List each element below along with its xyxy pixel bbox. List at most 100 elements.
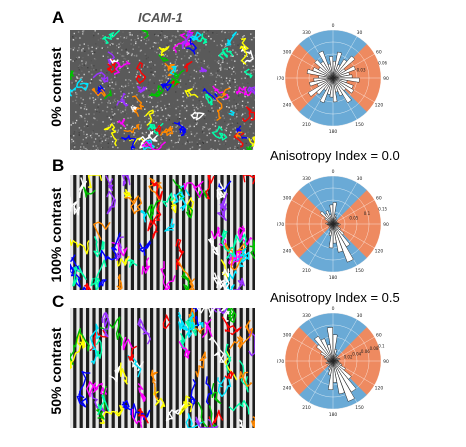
histogram-bin: [332, 77, 355, 94]
histogram-bin: [332, 65, 356, 79]
polar-histogram: [319, 202, 354, 263]
track: [225, 343, 232, 374]
track: [70, 70, 74, 80]
angle-tick-label: 30: [357, 30, 363, 36]
track: [160, 261, 176, 290]
panel-letter-c: C: [52, 292, 65, 311]
track: [78, 177, 87, 198]
track: [177, 311, 188, 331]
radial-tick-label: 0.03: [357, 67, 366, 72]
radial-tick-label: 0.04: [352, 352, 361, 357]
track: [164, 218, 175, 232]
track: [106, 58, 117, 74]
angle-tick-label: 60: [376, 333, 382, 339]
row-label-a: 0% contrast: [48, 47, 64, 127]
track: [70, 196, 81, 216]
histogram-bin: [319, 210, 334, 225]
track: [119, 362, 129, 385]
track: [252, 143, 255, 150]
track: [150, 369, 159, 399]
track: [212, 85, 229, 100]
track: [76, 390, 88, 408]
track: [121, 175, 131, 187]
angle-tick-label: 60: [376, 196, 382, 202]
track: [113, 60, 131, 76]
track: [239, 371, 253, 388]
track: [218, 47, 234, 60]
track: [225, 233, 247, 260]
track: [137, 382, 146, 402]
track: [117, 118, 126, 128]
track: [185, 316, 197, 339]
track-image-b: [70, 175, 255, 290]
angle-tick-label: 240: [283, 386, 292, 392]
track: [106, 190, 116, 215]
track: [180, 32, 195, 47]
angle-tick-label: 300: [283, 333, 292, 339]
angle-tick-label: 90: [383, 76, 389, 82]
track: [116, 255, 130, 267]
track: [177, 260, 196, 290]
track: [152, 207, 162, 239]
track: [95, 339, 103, 359]
track: [70, 254, 83, 273]
track: [93, 221, 111, 240]
track: [135, 61, 147, 84]
histogram-bin: [326, 327, 334, 362]
angle-tick-label: 210: [302, 122, 311, 128]
cell-tracks: [70, 30, 255, 150]
track: [227, 250, 243, 267]
track: [217, 196, 227, 221]
track: [122, 336, 134, 351]
track: [98, 279, 107, 288]
track: [250, 416, 255, 428]
track: [158, 54, 169, 62]
angle-tick-label: 90: [383, 222, 389, 228]
anisotropy-label-b: Anisotropy Index = 0.5: [270, 290, 400, 305]
track: [201, 318, 213, 339]
track: [149, 85, 164, 98]
track: [211, 308, 228, 315]
histogram-bin: [325, 360, 334, 364]
track: [217, 275, 230, 290]
histogram-bin: [332, 360, 345, 395]
track: [70, 87, 77, 97]
track: [169, 69, 185, 88]
track: [100, 232, 121, 261]
angle-tick-label: 210: [302, 268, 311, 274]
track: [121, 400, 131, 411]
histogram-bin: [319, 77, 334, 104]
track: [173, 191, 187, 211]
track: [184, 61, 193, 73]
track: [239, 37, 249, 65]
track: [116, 92, 129, 107]
track-image-c: [70, 308, 255, 428]
track: [224, 370, 235, 379]
angle-tick-label: 0: [332, 23, 335, 29]
histogram-bin: [313, 77, 334, 82]
track: [237, 225, 253, 246]
track: [92, 71, 109, 83]
angle-tick-label: 0: [332, 169, 335, 175]
radial-tick-label: 0.08: [370, 346, 379, 351]
track: [159, 125, 174, 137]
track: [227, 250, 244, 268]
track: [225, 270, 238, 290]
angle-tick-label: 180: [329, 129, 338, 134]
angle-tick-label: 0: [332, 306, 335, 312]
track: [96, 84, 105, 95]
track: [144, 109, 154, 126]
track: [147, 122, 164, 136]
track: [93, 236, 105, 258]
track: [137, 318, 150, 335]
track: [183, 180, 204, 199]
angle-tick-label: 300: [283, 50, 292, 56]
track: [70, 341, 84, 370]
track: [221, 229, 237, 253]
track: [86, 381, 103, 398]
track: [123, 188, 132, 199]
track: [185, 31, 202, 41]
track: [216, 179, 226, 200]
track: [141, 141, 167, 150]
track: [96, 394, 110, 416]
